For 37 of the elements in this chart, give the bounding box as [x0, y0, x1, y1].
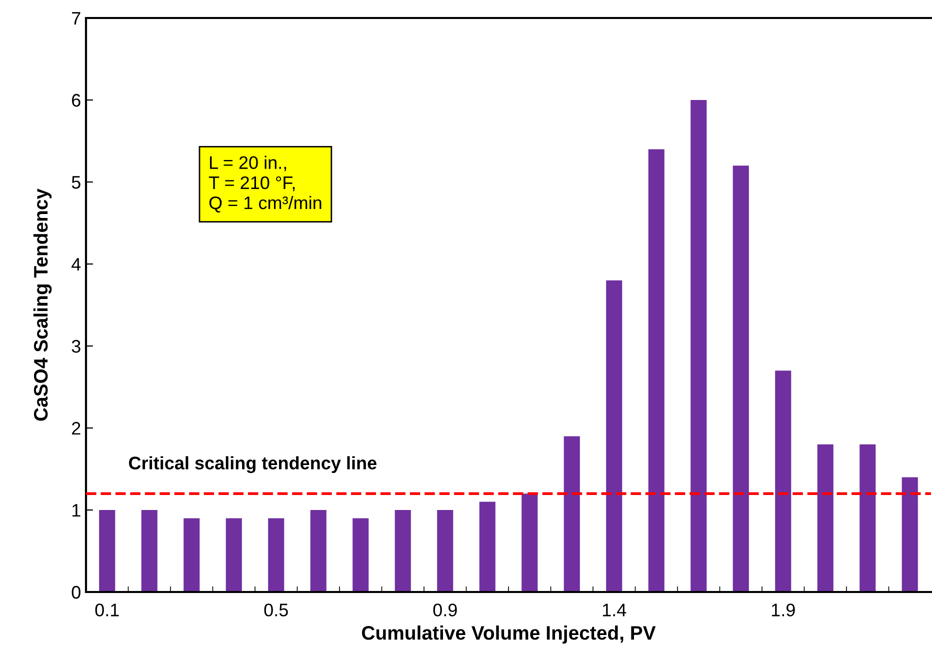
bar [564, 436, 580, 592]
bar [184, 518, 200, 592]
annotation: L = 20 in., T = 210 °F, Q = 1 cm³/min [208, 156, 322, 212]
x-tick-label: 1.4 [602, 604, 626, 616]
bar [394, 510, 411, 592]
x-tick-label: 0.1 [95, 604, 119, 616]
y-tick-label: 6 [72, 94, 80, 107]
y-tick-label: 3 [72, 340, 80, 353]
bar [99, 510, 116, 592]
x-axis-title: Cumulative Volume Injected, PV [362, 626, 656, 644]
ref-line-label: Critical scaling tendency line [128, 456, 376, 474]
bar [437, 510, 454, 592]
bar [310, 510, 326, 592]
y-tick-label: 1 [72, 504, 80, 517]
bar [775, 370, 792, 592]
bar [648, 149, 664, 592]
bar [732, 166, 749, 592]
bar [479, 502, 496, 592]
bar [522, 494, 538, 592]
y-tick-label: 4 [72, 258, 81, 271]
bar [606, 280, 622, 592]
bar [902, 477, 918, 592]
bar [268, 518, 284, 592]
y-tick-label: 5 [72, 176, 80, 189]
x-tick-label: 0.5 [264, 604, 288, 616]
y-tick-label: 2 [72, 422, 80, 435]
x-tick-label: 0.9 [433, 604, 457, 616]
bar [352, 518, 369, 592]
y-tick-label: 0 [72, 586, 80, 599]
x-tick-label: 1.9 [772, 604, 795, 616]
y-tick-label: 7 [72, 12, 80, 25]
bar [690, 100, 707, 592]
bar [141, 510, 158, 592]
bar [817, 444, 834, 592]
bar [860, 444, 876, 592]
bar [226, 518, 242, 592]
y-axis-title: CaSO4 Scaling Tendency [33, 188, 52, 421]
